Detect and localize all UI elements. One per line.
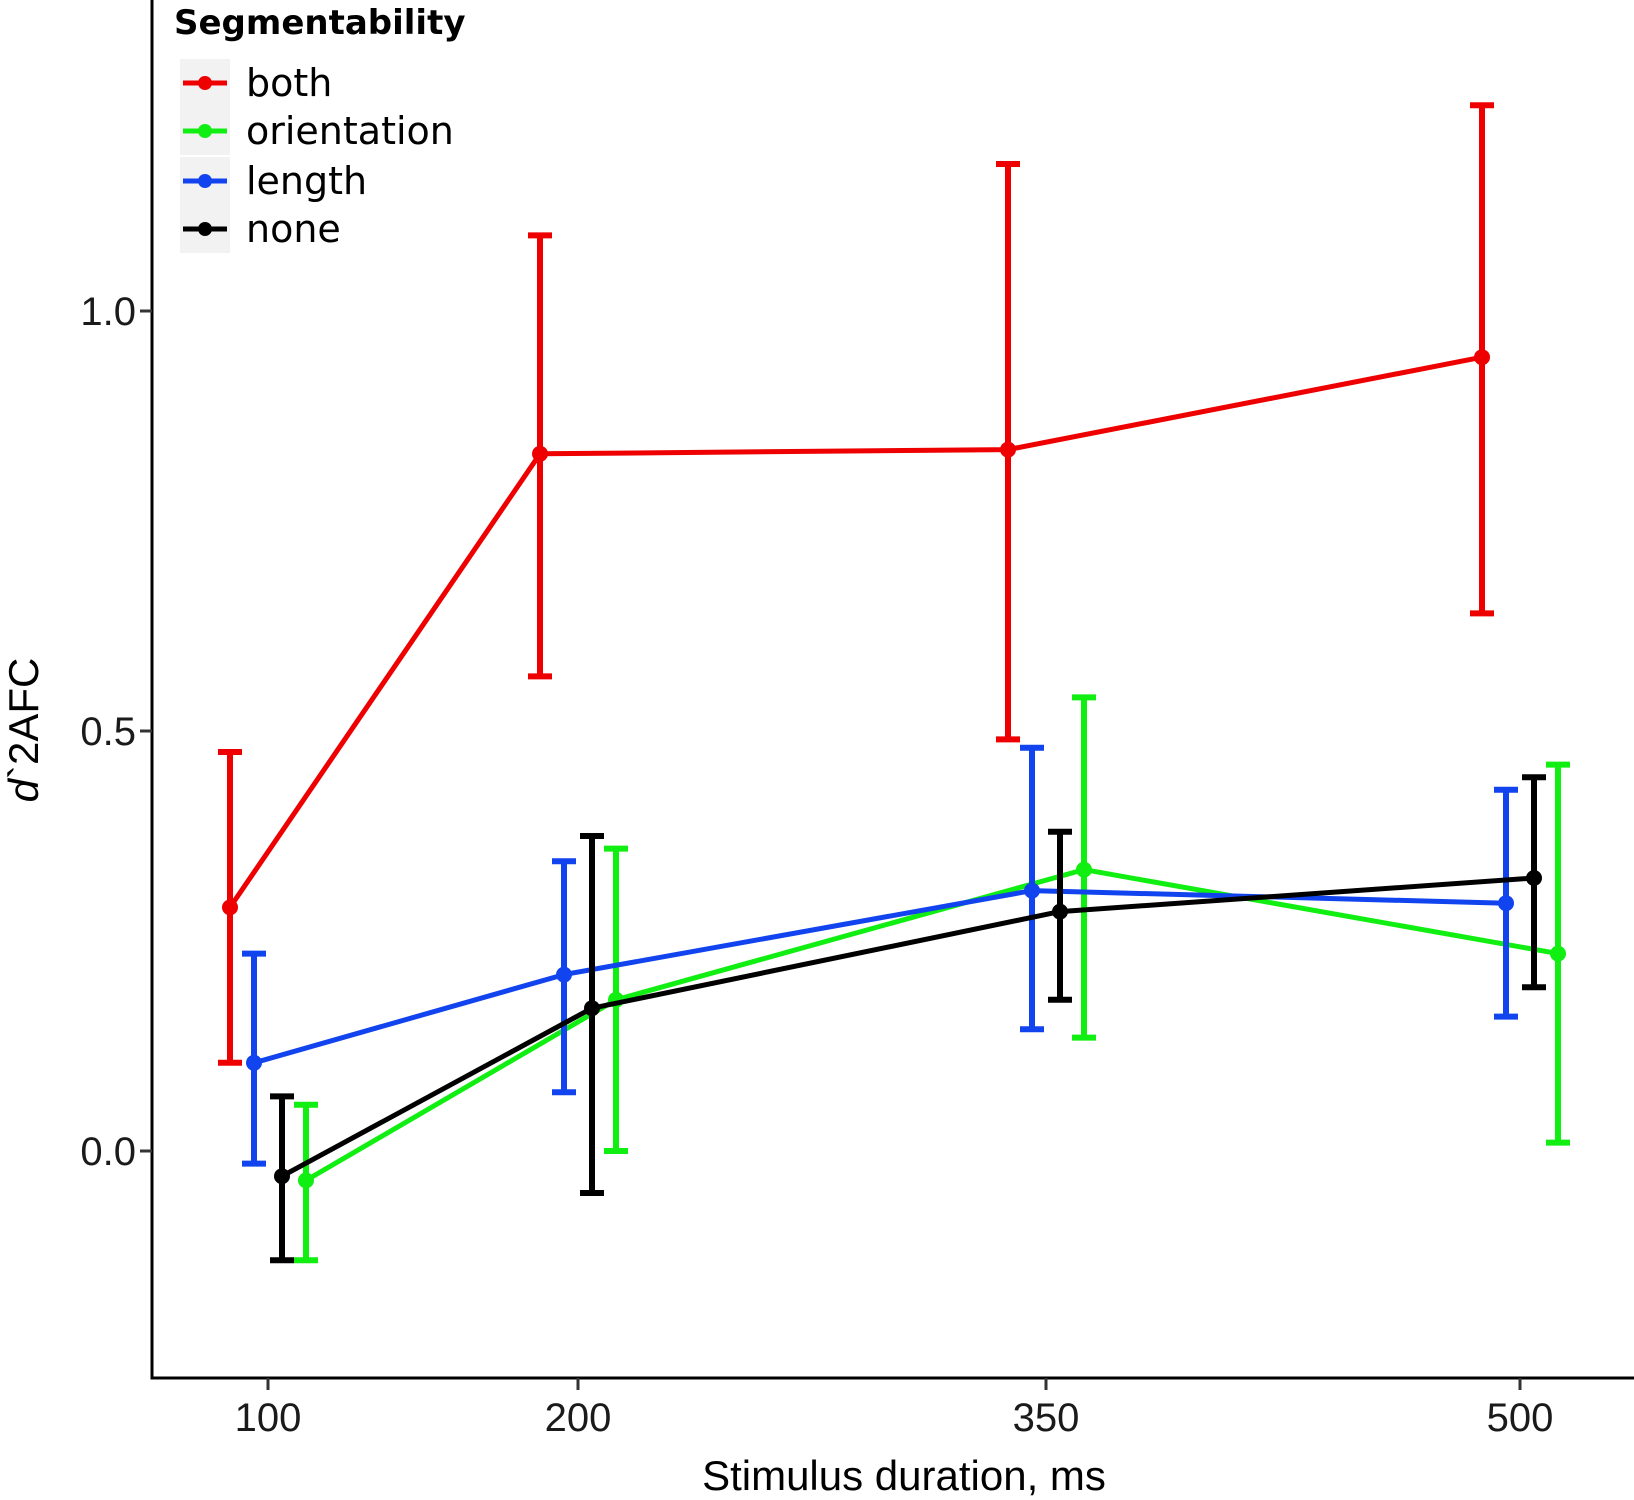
y-axis-title-rest: `2AFC <box>0 658 47 779</box>
chart-axes <box>150 0 1634 1380</box>
data-point <box>1474 349 1490 366</box>
data-point <box>298 1172 314 1189</box>
x-ticks: 100 200 350 500 <box>235 1378 1554 1440</box>
legend-item-both: both <box>180 59 332 107</box>
legend-key-point <box>198 222 212 236</box>
y-axis-title: d`2AFC <box>0 658 47 803</box>
series-line-none <box>280 875 1535 1179</box>
data-point <box>1076 861 1092 878</box>
y-axis-title-italic: d <box>0 777 47 802</box>
data-point <box>1024 882 1040 899</box>
data-point <box>556 966 572 983</box>
x-tick-label: 350 <box>1013 1396 1080 1440</box>
data-point <box>1550 945 1566 962</box>
data-point <box>532 445 548 462</box>
data-point <box>584 1000 600 1017</box>
series-length <box>242 744 1518 1167</box>
series-line-orientation <box>304 867 1559 1183</box>
data-point <box>246 1054 262 1071</box>
legend-label: orientation <box>246 109 454 153</box>
data-point <box>222 899 238 916</box>
legend-label: none <box>246 207 341 251</box>
x-tick-label: 100 <box>235 1396 302 1440</box>
x-tick-label: 200 <box>545 1396 612 1440</box>
series-line-length <box>253 888 1507 1066</box>
legend-label: both <box>246 61 332 105</box>
x-axis-title: Stimulus duration, ms <box>702 1452 1106 1499</box>
series-line-both <box>227 354 1483 909</box>
data-point <box>274 1168 290 1185</box>
legend-label: length <box>246 159 367 203</box>
data-point <box>1498 895 1514 912</box>
data-point <box>1052 903 1068 920</box>
series-both <box>218 102 1494 1066</box>
x-tick-label: 500 <box>1487 1396 1554 1440</box>
series-orientation <box>294 694 1570 1264</box>
legend-item-orientation: orientation <box>180 107 454 155</box>
y-ticks: 0.0 0.5 1.0 <box>80 290 152 1174</box>
data-point <box>1526 870 1542 886</box>
legend-item-length: length <box>180 157 367 205</box>
y-tick-label: 0.0 <box>80 1130 136 1174</box>
series-none <box>270 774 1546 1264</box>
legend-key-point <box>198 76 212 90</box>
y-tick-label: 1.0 <box>80 290 136 334</box>
legend-key-point <box>198 124 212 138</box>
data-point <box>1000 441 1016 458</box>
legend-item-none: none <box>180 205 341 253</box>
legend-title: Segmentability <box>174 3 466 43</box>
y-tick-label: 0.5 <box>80 710 136 754</box>
series-layer <box>218 102 1570 1264</box>
legend-key-point <box>198 174 212 188</box>
